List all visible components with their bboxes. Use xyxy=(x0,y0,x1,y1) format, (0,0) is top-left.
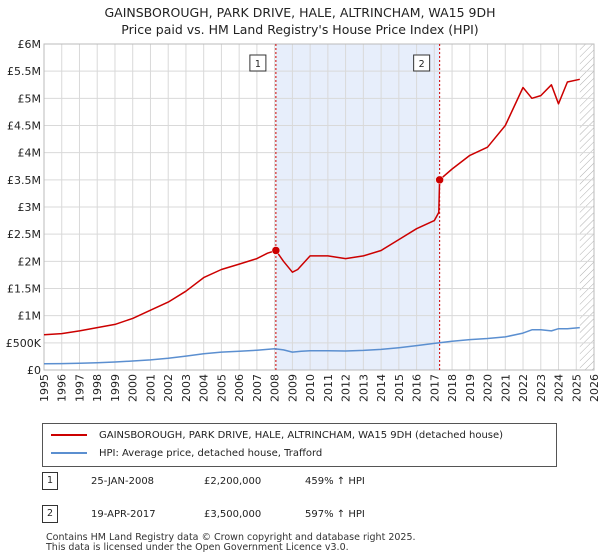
sale-point xyxy=(435,175,444,185)
y-tick-label: £1M xyxy=(18,310,42,323)
y-tick-label: £2M xyxy=(18,255,42,268)
x-tick-label: 1996 xyxy=(56,374,69,402)
property-price-line xyxy=(43,78,580,336)
x-tick-label: 2009 xyxy=(286,374,299,402)
legend-item-hpi: HPI: Average price, detached house, Traf… xyxy=(51,446,322,462)
marker-badge-label: 2 xyxy=(419,59,425,70)
x-tick-label: 2004 xyxy=(198,374,211,402)
transaction-number-badge: 2 xyxy=(42,505,58,523)
transaction-date: 19-APR-2017 xyxy=(91,509,156,520)
chart-title-line2: Price paid vs. HM Land Registry's House … xyxy=(121,22,479,37)
y-tick-label: £4M xyxy=(18,147,42,160)
y-tick-label: £3.5M xyxy=(7,174,41,187)
x-tick-label: 2010 xyxy=(304,374,317,402)
x-tick-label: 2025 xyxy=(570,374,583,402)
x-tick-label: 2021 xyxy=(499,374,512,402)
legend-hpi-label: HPI: Average price, detached house, Traf… xyxy=(99,448,323,459)
x-tick-label: 1995 xyxy=(38,374,51,402)
x-tick-label: 2016 xyxy=(411,374,424,402)
y-tick-label: £5M xyxy=(18,92,42,105)
x-tick-label: 2003 xyxy=(180,374,193,402)
x-tick-label: 2008 xyxy=(269,374,282,402)
hpi-line xyxy=(43,326,580,365)
x-tick-label: 2023 xyxy=(535,374,548,402)
x-tick-label: 2011 xyxy=(322,374,335,402)
y-tick-label: £4.5M xyxy=(7,120,41,133)
x-tick-label: 2018 xyxy=(446,374,459,402)
x-tick-label: 2017 xyxy=(428,374,441,402)
x-tick-label: 2020 xyxy=(482,374,495,402)
marker-badge xyxy=(413,54,431,72)
y-tick-label: £3M xyxy=(18,201,42,214)
x-tick-label: 1999 xyxy=(109,374,122,402)
legend: GAINSBOROUGH, PARK DRIVE, HALE, ALTRINCH… xyxy=(42,423,557,467)
transaction-hpi-change: 597% ↑ HPI xyxy=(305,509,365,520)
x-tick-label: 2013 xyxy=(357,374,370,402)
transaction-hpi-change: 459% ↑ HPI xyxy=(305,476,365,487)
x-tick-label: 2000 xyxy=(127,374,140,402)
footer-licence: This data is licensed under the Open Gov… xyxy=(46,542,349,553)
x-tick-label: 2014 xyxy=(375,374,388,402)
transaction-price: £2,200,000 xyxy=(204,476,262,487)
marker-badge-label: 1 xyxy=(255,59,261,70)
legend-property-line xyxy=(51,434,87,436)
x-tick-label: 2026 xyxy=(588,374,600,402)
y-tick-label: £0 xyxy=(27,364,41,377)
transaction-price: £3,500,000 xyxy=(204,509,262,520)
x-tick-label: 2002 xyxy=(162,374,175,402)
x-tick-label: 2007 xyxy=(251,374,264,402)
x-tick-label: 2012 xyxy=(340,374,353,402)
x-tick-label: 2001 xyxy=(144,374,157,402)
plot-border xyxy=(43,43,595,371)
x-tick-label: 1997 xyxy=(73,374,86,402)
x-tick-label: 2019 xyxy=(464,374,477,402)
footer-copyright: Contains HM Land Registry data © Crown c… xyxy=(46,532,416,543)
price-chart: £0 £500K £1M £1.5M £2M £2.5M £3M £3.5M £4M £4.5M £… xyxy=(6,38,600,402)
y-tick-label: £1.5M xyxy=(7,283,41,296)
y-tick-label: £6M xyxy=(18,38,42,51)
x-tick-label: 2024 xyxy=(553,374,566,402)
x-tick-label: 2005 xyxy=(215,374,228,402)
y-tick-label: £500K xyxy=(6,337,42,350)
legend-property-label: GAINSBOROUGH, PARK DRIVE, HALE, ALTRINCH… xyxy=(99,430,504,441)
y-tick-label: £2.5M xyxy=(7,228,41,241)
transaction-number-badge: 1 xyxy=(42,472,58,490)
legend-item-property: GAINSBOROUGH, PARK DRIVE, HALE, ALTRINCH… xyxy=(51,428,503,444)
x-tick-label: 2006 xyxy=(233,374,246,402)
chart-title-line1: GAINSBOROUGH, PARK DRIVE, HALE, ALTRINCH… xyxy=(104,5,496,20)
legend-hpi-line xyxy=(51,452,87,454)
marker-badge xyxy=(249,54,267,72)
x-tick-label: 1998 xyxy=(91,374,104,402)
x-tick-label: 2022 xyxy=(517,374,530,402)
sale-point xyxy=(271,246,281,255)
transaction-date: 25-JAN-2008 xyxy=(91,476,155,487)
y-tick-label: £5.5M xyxy=(7,65,41,78)
x-tick-label: 2015 xyxy=(393,374,406,402)
